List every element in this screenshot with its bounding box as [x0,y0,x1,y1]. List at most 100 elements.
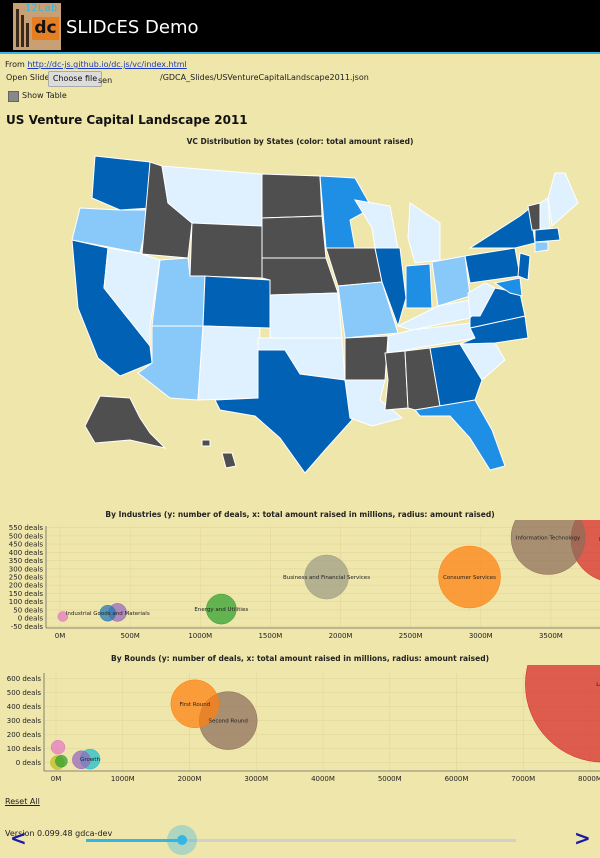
state-wi[interactable] [354,199,399,249]
slide-progress-track[interactable] [86,839,516,842]
state-ct[interactable] [534,241,549,253]
source-link[interactable]: http://dc-js.github.io/dc.js/vc/index.ht… [27,60,187,69]
y-tick-label: 600 deals [7,675,42,683]
bubble-label: Energy and Utilities [194,607,248,613]
app-logo: 12Lab dc [13,3,61,50]
bubble[interactable] [99,604,116,622]
state-ak[interactable] [84,395,167,449]
slide-progress-handle[interactable] [167,825,197,855]
state-ar[interactable] [344,335,389,381]
state-sd[interactable] [261,215,327,259]
x-tick-label: 2000M [178,775,202,783]
y-tick-label: 150 deals [9,590,44,598]
bubble[interactable] [50,739,66,755]
state-wy[interactable] [189,222,263,279]
bubble[interactable] [206,593,237,625]
reset-all-link[interactable]: Reset All [5,797,40,806]
bubble[interactable] [72,750,91,770]
state-ia[interactable] [325,247,383,287]
state-ny[interactable] [468,207,536,249]
state-la[interactable] [344,379,404,427]
bubble[interactable] [438,545,501,609]
state-wv[interactable] [467,282,496,317]
x-tick-label: 6000M [445,775,469,783]
state-ms[interactable] [384,350,409,411]
y-tick-label: 500 deals [7,689,42,697]
state-pa[interactable] [464,247,521,284]
state-ne[interactable] [261,257,339,296]
bubble-label: Information Technology [516,536,581,542]
bubble[interactable] [57,611,69,622]
state-nm[interactable] [197,325,261,401]
state-ks[interactable] [269,292,343,339]
y-tick-label: 500 deals [9,532,44,540]
show-table-checkbox[interactable] [8,91,19,102]
bubble[interactable] [55,754,68,768]
prev-slide-button[interactable]: < [10,826,27,850]
source-line: From http://dc-js.github.io/dc.js/vc/ind… [5,60,187,69]
y-tick-label: 250 deals [9,574,44,582]
state-mi[interactable] [407,202,441,264]
y-tick-label: 0 deals [18,615,44,623]
industries-chart-title: By Industries (y: number of deals, x: to… [105,510,495,519]
y-tick-label: 550 deals [9,524,44,532]
map-title: VC Distribution by States (color: total … [186,137,414,146]
bubble-label: Industrial Goods and Materials [66,611,150,617]
app-header: 12Lab dc SLIDcES Demo [0,0,600,54]
x-tick-label: 0M [51,775,62,783]
state-fl[interactable] [414,399,506,471]
state-oh[interactable] [431,255,471,307]
y-tick-label: 100 deals [7,745,42,753]
state-in[interactable] [405,263,433,309]
file-chosen-text: sen [98,76,113,85]
x-tick-label: 3000M [469,632,493,640]
bubble[interactable] [170,679,220,729]
version-text: Version 0.099.48 gdca-dev [5,829,113,838]
x-tick-label: 8000M [578,775,600,783]
state-nh[interactable] [539,197,551,231]
bubble-label: Second Round [209,719,248,725]
state-hi[interactable] [221,452,237,469]
next-slide-button[interactable]: > [574,826,591,850]
state-md[interactable] [493,277,523,297]
y-tick-label: -50 deals [11,623,44,631]
y-tick-label: 400 deals [9,549,44,557]
bubble-label: Growth [80,757,100,763]
state-il[interactable] [374,247,407,328]
state-co[interactable] [202,275,271,329]
state-ma[interactable] [534,227,561,243]
x-tick-label: 3500M [539,632,563,640]
show-table-label: Show Table [22,91,67,100]
state-me[interactable] [547,172,579,227]
y-tick-label: 200 deals [9,582,44,590]
bubble[interactable] [304,554,349,600]
logo-bar [21,15,24,47]
y-tick-label: 300 deals [7,717,42,725]
rounds-chart-title: By Rounds (y: number of deals, x: total … [111,654,489,663]
state-nj[interactable] [517,252,531,281]
state-nd[interactable] [261,173,323,219]
logo-bar [16,9,19,47]
bubble-label: First Round [179,702,210,708]
y-tick-label: 350 deals [9,557,44,565]
state-hi-2[interactable] [201,439,211,447]
y-tick-label: 200 deals [7,731,42,739]
x-tick-label: 1500M [258,632,282,640]
bubble[interactable] [510,520,586,575]
state-tx[interactable] [214,349,353,474]
y-tick-label: 0 deals [16,759,42,767]
y-tick-label: 100 deals [9,598,44,606]
x-tick-label: 4000M [311,775,335,783]
state-wa[interactable] [91,155,153,211]
us-map [71,155,579,474]
x-tick-label: 500M [120,632,139,640]
logo-mark: dc [32,17,59,40]
slide-progress-fill [86,839,181,842]
bubble-label: Later [596,682,600,688]
state-nv[interactable] [103,247,161,348]
choose-file-button[interactable]: Choose file [48,71,102,87]
file-path: /GDCA_Slides/USVentureCapitalLandscape20… [160,73,369,82]
bubble[interactable] [525,665,600,763]
logo-bar [26,23,29,47]
